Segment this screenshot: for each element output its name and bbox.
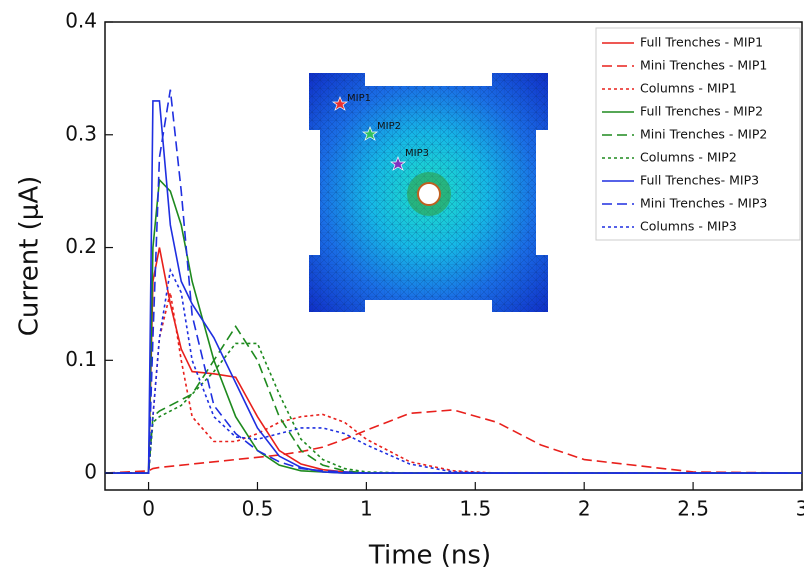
y-tick-label: 0.2 [65, 234, 97, 258]
legend-label: Full Trenches- MIP3 [640, 173, 759, 188]
legend-label: Full Trenches - MIP2 [640, 104, 763, 119]
x-tick-label: 2.5 [677, 497, 709, 521]
series-line [105, 100, 802, 474]
plot-frame [104, 21, 803, 491]
x-tick-label: 3 [796, 497, 804, 521]
legend-label: Columns - MIP2 [640, 150, 737, 165]
lines [105, 89, 802, 474]
x-tick-label: 0 [142, 497, 155, 521]
series-line [105, 325, 802, 474]
legend-label: Full Trenches - MIP1 [640, 35, 763, 50]
legend-label: Mini Trenches - MIP3 [640, 196, 767, 211]
y-tick-label: 0.1 [65, 347, 97, 371]
y-tick-label: 0.3 [65, 121, 97, 145]
series-line [105, 267, 802, 474]
x-tick-label: 0.5 [242, 497, 274, 521]
legend [595, 27, 801, 241]
inset-label: MIP1 [347, 93, 371, 104]
y-tick-label: 0.4 [65, 9, 97, 33]
series-line [105, 409, 802, 474]
x-tick-label: 1.5 [459, 497, 491, 521]
x-tick-label: 1 [360, 497, 373, 521]
series-line [105, 342, 802, 474]
inset-label: MIP2 [377, 121, 401, 132]
x-tick-label: 2 [578, 497, 591, 521]
legend-label: Mini Trenches - MIP1 [640, 58, 767, 73]
series-line [105, 89, 802, 474]
legend-label: Columns - MIP1 [640, 81, 737, 96]
x-axis-label: Time (ns) [368, 541, 491, 571]
legend-label: Mini Trenches - MIP2 [640, 127, 767, 142]
y-axis-label: Current (μA) [15, 176, 45, 337]
inset: MIP1 MIP2 MIP3 [309, 73, 548, 312]
y-tick-label: 0 [84, 460, 97, 484]
inset-label: MIP3 [405, 148, 429, 159]
series-line [105, 292, 802, 474]
legend-label: Columns - MIP3 [640, 219, 737, 234]
